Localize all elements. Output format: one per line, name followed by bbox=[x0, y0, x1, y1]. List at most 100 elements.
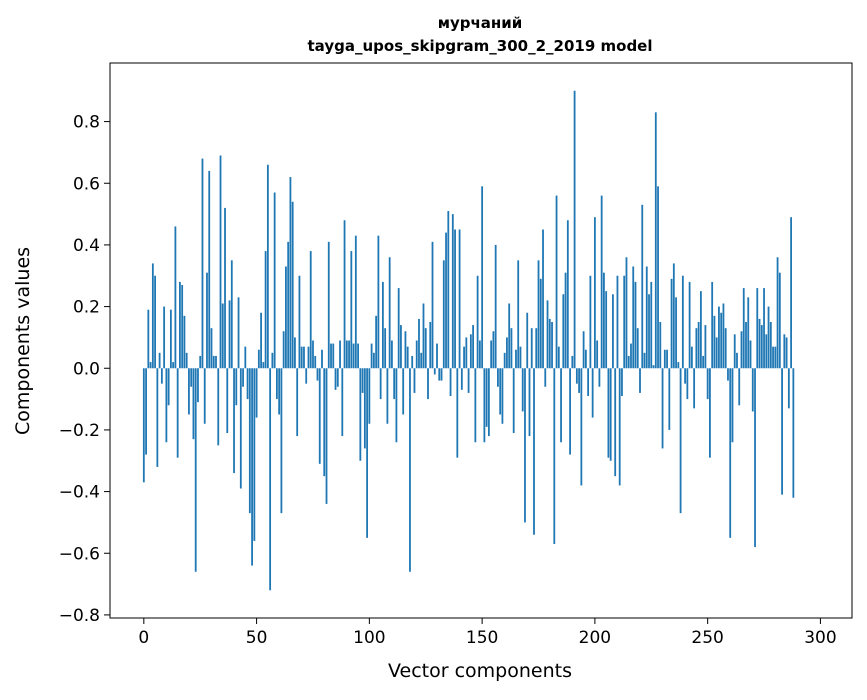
bar-137 bbox=[451, 214, 454, 369]
bar-74 bbox=[309, 251, 312, 369]
bar-50 bbox=[255, 368, 258, 418]
bar-275 bbox=[763, 288, 765, 369]
bar-277 bbox=[767, 306, 770, 369]
bar-46 bbox=[246, 368, 249, 400]
bar-262 bbox=[733, 334, 736, 369]
bar-139 bbox=[456, 368, 459, 458]
bar-78 bbox=[318, 368, 321, 464]
bar-265 bbox=[740, 331, 743, 369]
bar-183 bbox=[555, 195, 558, 369]
bar-143 bbox=[465, 337, 468, 369]
bar-253 bbox=[713, 315, 716, 369]
bar-203 bbox=[600, 195, 603, 369]
bar-133 bbox=[442, 260, 445, 369]
bar-24 bbox=[197, 368, 199, 403]
bar-220 bbox=[639, 368, 641, 393]
bar-113 bbox=[397, 288, 400, 369]
bar-214 bbox=[625, 257, 628, 369]
y-tick-label: 0.4 bbox=[73, 236, 100, 256]
bar-248 bbox=[702, 355, 705, 369]
bar-182 bbox=[553, 368, 556, 544]
bar-71 bbox=[303, 346, 305, 369]
bar-173 bbox=[533, 368, 535, 535]
bar-118 bbox=[409, 368, 411, 572]
bar-132 bbox=[440, 368, 443, 381]
bar-242 bbox=[688, 281, 691, 369]
bar-111 bbox=[393, 368, 396, 400]
bar-210 bbox=[616, 275, 619, 369]
bar-45 bbox=[244, 346, 247, 369]
bar-151 bbox=[483, 368, 486, 443]
bar-67 bbox=[294, 337, 296, 369]
bar-257 bbox=[722, 303, 725, 369]
bar-258 bbox=[724, 328, 727, 369]
bar-63 bbox=[285, 266, 287, 369]
bar-260 bbox=[729, 368, 732, 538]
bar-128 bbox=[431, 241, 434, 369]
bars-group bbox=[142, 90, 795, 591]
bar-276 bbox=[765, 334, 768, 369]
bar-230 bbox=[661, 368, 664, 449]
bar-144 bbox=[467, 368, 470, 393]
x-tick-label: 250 bbox=[691, 628, 723, 648]
x-tick-label: 300 bbox=[804, 628, 836, 648]
bar-48 bbox=[251, 368, 253, 566]
bar-168 bbox=[521, 368, 524, 412]
bar-83 bbox=[330, 343, 332, 369]
bar-178 bbox=[544, 368, 547, 387]
bar-54 bbox=[264, 251, 267, 369]
bar-20 bbox=[188, 368, 190, 415]
bar-246 bbox=[697, 322, 700, 369]
bar-32 bbox=[215, 355, 217, 369]
bar-252 bbox=[711, 281, 714, 369]
bar-101 bbox=[370, 343, 373, 369]
bar-30 bbox=[210, 328, 213, 369]
bar-256 bbox=[720, 312, 723, 369]
bar-236 bbox=[675, 297, 677, 369]
bar-191 bbox=[573, 90, 576, 369]
y-tick-label: −0.2 bbox=[59, 421, 100, 441]
bar-278 bbox=[769, 322, 772, 369]
bar-73 bbox=[307, 346, 310, 369]
bar-198 bbox=[589, 275, 592, 369]
bar-42 bbox=[237, 297, 240, 369]
y-tick-label: 0.8 bbox=[73, 113, 100, 133]
bar-221 bbox=[641, 204, 644, 369]
bar-161 bbox=[506, 337, 508, 369]
bar-226 bbox=[652, 365, 655, 369]
bar-240 bbox=[684, 368, 686, 384]
bar-37 bbox=[226, 368, 229, 433]
bar-244 bbox=[693, 368, 696, 409]
bar-284 bbox=[783, 334, 786, 369]
bar-172 bbox=[530, 328, 533, 369]
bar-40 bbox=[233, 368, 235, 474]
bar-155 bbox=[492, 331, 495, 369]
bar-36 bbox=[224, 207, 226, 369]
bar-90 bbox=[345, 340, 348, 369]
bar-261 bbox=[731, 368, 734, 443]
bar-206 bbox=[607, 368, 610, 458]
bar-147 bbox=[474, 368, 477, 443]
bar-247 bbox=[699, 291, 702, 369]
bar-105 bbox=[379, 368, 382, 400]
y-tick-label: 0.6 bbox=[73, 174, 100, 194]
bar-160 bbox=[503, 352, 506, 369]
bar-235 bbox=[672, 263, 675, 369]
bar-125 bbox=[424, 328, 427, 369]
bar-23 bbox=[194, 368, 197, 572]
y-axis-label: Components values bbox=[12, 247, 34, 435]
bar-142 bbox=[463, 346, 465, 369]
bar-94 bbox=[354, 235, 357, 369]
bar-8 bbox=[160, 368, 163, 384]
bar-52 bbox=[260, 312, 262, 369]
bar-119 bbox=[411, 355, 414, 369]
bar-238 bbox=[679, 368, 682, 514]
bar-216 bbox=[630, 343, 632, 369]
bar-245 bbox=[695, 328, 698, 369]
bar-169 bbox=[524, 368, 526, 523]
bar-251 bbox=[709, 368, 711, 458]
bar-181 bbox=[551, 322, 553, 369]
bar-70 bbox=[300, 346, 303, 369]
x-tick-label: 100 bbox=[353, 628, 385, 648]
